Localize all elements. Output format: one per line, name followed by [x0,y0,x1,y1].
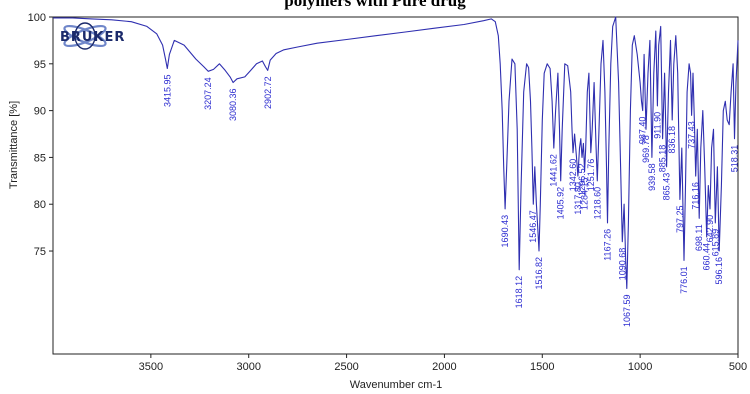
peak-label: 1441.62 [549,154,559,187]
peak-label: 596.16 [714,257,724,285]
peak-label: 3415.95 [162,75,172,108]
x-axis: 3500 3000 2500 2000 1500 1000 500 [139,354,747,373]
peak-label: 3207.24 [203,77,213,110]
x-tick-label: 1500 [530,361,554,373]
y-tick-label: 80 [34,199,46,211]
peak-label: 1296.52 [577,163,587,196]
peak-label: 3080.36 [228,89,238,122]
peak-label: 1317.80 [573,182,583,215]
plot-frame [52,16,739,355]
peak-label: 1167.26 [602,229,612,261]
y-tick-label: 95 [34,59,46,71]
peak-label: 716.16 [691,182,701,210]
bruker-logo: BRUKER [60,22,125,50]
peak-labels: 3415.95 3207.24 3080.36 2902.72 1690.43 1618.… [162,75,739,328]
y-axis: 75 80 85 90 95 100 [28,12,53,258]
x-tick-label: 3000 [236,361,260,373]
peak-label: 1067.59 [622,295,632,328]
peak-label: 885.18 [658,145,668,173]
peak-label: 987.40 [638,117,648,145]
x-axis-label: Wavenumber cm-1 [350,379,443,391]
y-axis-label: Transmittance [%] [8,101,20,189]
peak-label: 1090.68 [617,248,627,281]
peak-label: 1690.43 [500,215,510,248]
peak-label: 911.90 [652,112,662,139]
peak-label: 797.25 [675,206,685,234]
y-tick-label: 85 [34,152,46,164]
peak-label: 1251.76 [586,159,596,192]
peak-label: 1342.60 [568,159,578,192]
y-tick-label: 75 [34,246,46,258]
peak-label: 1218.60 [592,187,602,220]
x-tick-label: 2000 [432,361,456,373]
peak-label: 776.01 [679,266,689,294]
y-tick-label: 100 [28,12,46,24]
x-tick-label: 500 [729,361,747,373]
peak-label: 865.43 [662,173,672,201]
peak-label: 1516.82 [534,257,544,290]
peak-label: 1284.15 [580,178,590,211]
chart-title: polymers with Pure drug [284,0,466,10]
bruker-logo-text: BRUKER [60,30,125,45]
peak-label: 836.18 [667,126,677,154]
peak-label: 1618.12 [514,276,524,309]
bruker-emblem-icon [63,22,107,50]
x-tick-label: 1000 [628,361,652,373]
y-tick-label: 90 [34,106,46,118]
peak-label: 1546.47 [528,210,538,243]
peak-label: 698.11 [694,224,704,251]
peak-label: 737.43 [687,121,697,149]
x-tick-label: 3500 [139,361,163,373]
peak-label: 615.89 [710,229,720,257]
spectrum-line [53,16,739,290]
peak-label: 642.90 [705,215,715,243]
peak-label: 939.58 [647,163,657,191]
peak-label: 1405.92 [556,187,566,220]
peak-label: 969.78 [641,135,651,163]
peak-label: 518.31 [729,145,739,173]
peak-label: 2902.72 [263,76,273,109]
peak-label: 660.44 [702,243,712,271]
x-tick-label: 2500 [334,361,358,373]
